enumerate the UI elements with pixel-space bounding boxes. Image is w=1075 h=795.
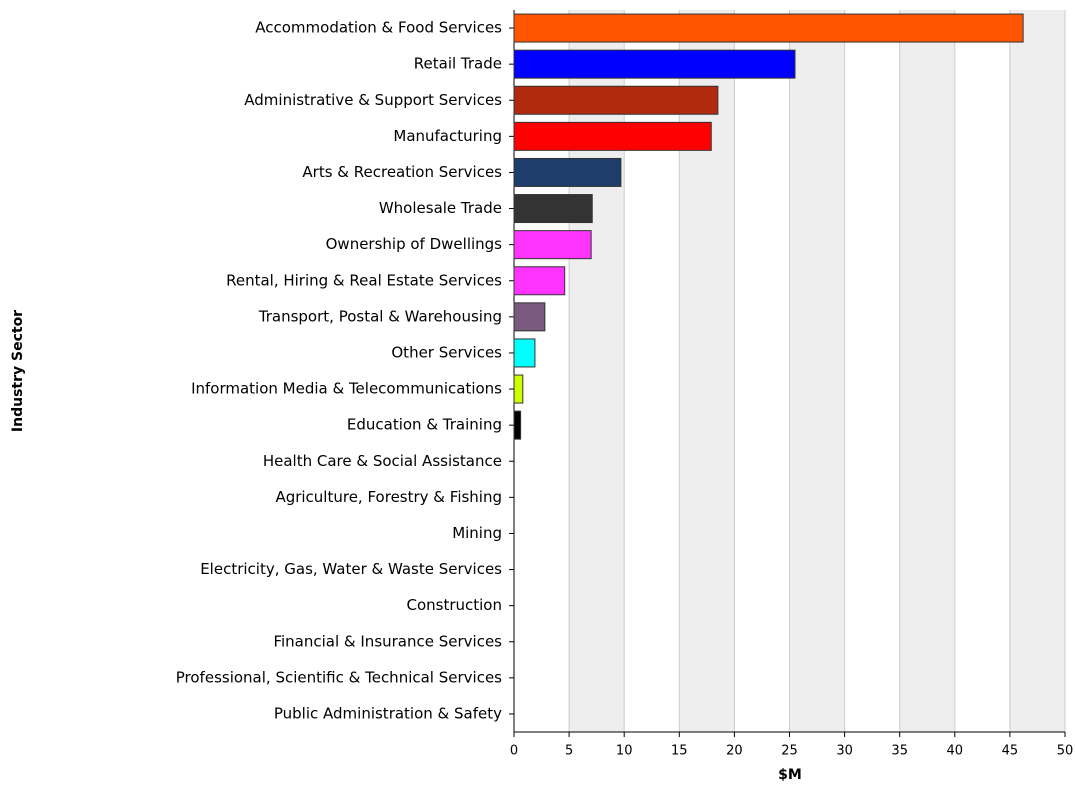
x-tick-label: 20 xyxy=(726,744,743,759)
y-tick-label: Information Media & Telecommunications xyxy=(191,380,502,398)
grid-band xyxy=(789,10,845,732)
bar xyxy=(513,410,522,440)
bar xyxy=(513,157,622,187)
bar xyxy=(513,230,592,260)
bar xyxy=(513,338,536,368)
x-tick-label: 10 xyxy=(616,744,633,759)
y-tick-label: Health Care & Social Assistance xyxy=(263,452,502,470)
bar xyxy=(513,374,524,404)
x-tick-label: 40 xyxy=(947,744,964,759)
grid-band xyxy=(1009,10,1065,732)
bar xyxy=(513,266,566,296)
bar xyxy=(513,85,719,115)
y-tick-label: Wholesale Trade xyxy=(379,199,502,217)
y-tick-label: Administrative & Support Services xyxy=(244,91,502,109)
x-tick-label: 50 xyxy=(1057,744,1074,759)
y-tick-label: Construction xyxy=(406,596,502,614)
y-tick-label: Other Services xyxy=(391,343,502,361)
y-axis-label: Industry Sector xyxy=(10,310,26,432)
bar xyxy=(513,121,712,151)
bar xyxy=(513,49,796,79)
x-tick-label: 5 xyxy=(565,744,573,759)
y-tick-label: Public Administration & Safety xyxy=(274,704,502,722)
x-tick-label: 0 xyxy=(510,744,518,759)
bar xyxy=(513,302,546,332)
y-tick-label: Professional, Scientific & Technical Ser… xyxy=(176,668,502,686)
y-tick-label: Accommodation & Food Services xyxy=(255,19,502,37)
y-tick-label: Electricity, Gas, Water & Waste Services xyxy=(200,560,502,578)
y-tick-label: Mining xyxy=(452,524,502,542)
x-tick-label: 15 xyxy=(671,744,688,759)
y-tick-label: Financial & Insurance Services xyxy=(273,632,502,650)
y-tick-label: Manufacturing xyxy=(393,127,502,145)
y-tick-label: Transport, Postal & Warehousing xyxy=(258,307,502,325)
y-tick-label: Rental, Hiring & Real Estate Services xyxy=(226,271,502,289)
bar xyxy=(513,194,593,224)
bar xyxy=(513,13,1024,43)
grid-band xyxy=(679,10,735,732)
y-tick-label: Arts & Recreation Services xyxy=(302,163,502,181)
x-tick-label: 45 xyxy=(1002,744,1019,759)
y-tick-label: Education & Training xyxy=(347,416,502,434)
x-tick-label: 25 xyxy=(781,744,798,759)
y-tick-label: Retail Trade xyxy=(414,55,502,73)
y-tick-label: Ownership of Dwellings xyxy=(326,235,503,253)
x-axis-label: $M xyxy=(778,767,802,783)
x-tick-label: 30 xyxy=(836,744,853,759)
grid-band xyxy=(569,10,625,732)
x-tick-label: 35 xyxy=(891,744,908,759)
y-tick-label: Agriculture, Forestry & Fishing xyxy=(275,488,502,506)
grid-band xyxy=(899,10,955,732)
